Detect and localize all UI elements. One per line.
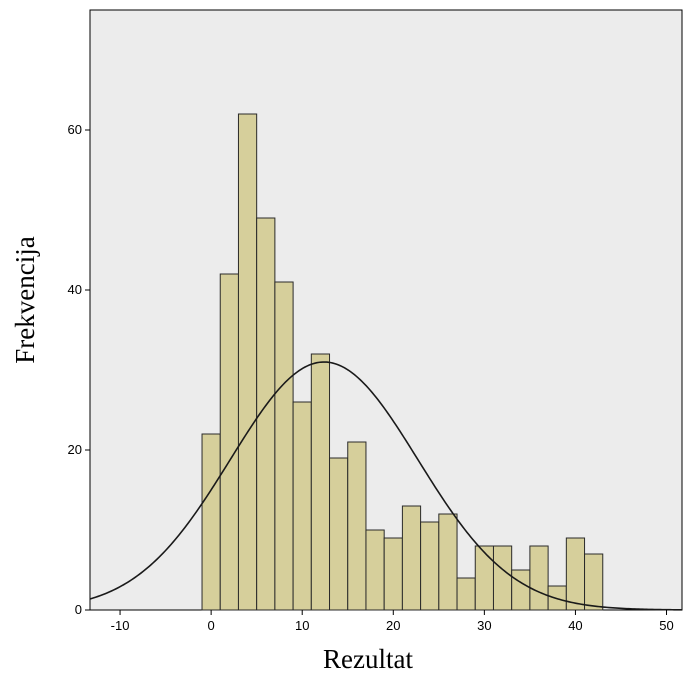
y-tick-label: 60 [68,122,82,137]
histogram-bar [401,505,422,611]
y-axis-title: Frekvencija [10,236,40,363]
x-tick-label: 30 [477,618,491,633]
histogram-bar [274,281,294,611]
x-tick-label: 0 [208,618,215,633]
histogram-bar [201,433,221,611]
x-tick-label: 50 [659,618,673,633]
x-tick-label: 10 [295,618,309,633]
histogram-bar [383,537,403,611]
histogram-bar [511,569,531,611]
histogram-bar [474,545,494,611]
y-tick-label: 20 [68,442,82,457]
x-tick-label: 40 [568,618,582,633]
histogram-bar [420,521,440,611]
histogram-bar [329,457,349,611]
normal-curve [89,361,683,611]
x-tick-label: -10 [111,618,130,633]
plot-area [89,9,683,611]
y-tick-label: 40 [68,282,82,297]
histogram-bar [347,441,367,611]
histogram-bar [529,545,549,611]
histogram-bar [492,545,513,611]
histogram-bar [310,353,331,611]
x-tick-label: 20 [386,618,400,633]
histogram-bar [219,273,239,611]
histogram-bar [456,577,476,611]
y-tick-label: 0 [75,602,82,617]
axes: -10 0 10 20 30 40 50 0 20 40 60 [68,122,674,633]
histogram-bar [565,537,586,611]
histogram-bar [237,113,258,611]
x-axis-title: Rezultat [323,644,413,674]
histogram-bar [438,513,458,611]
histogram-bar [292,401,312,611]
histogram-bars [201,113,604,611]
histogram-bar [365,529,385,611]
histogram-bar [584,553,604,611]
